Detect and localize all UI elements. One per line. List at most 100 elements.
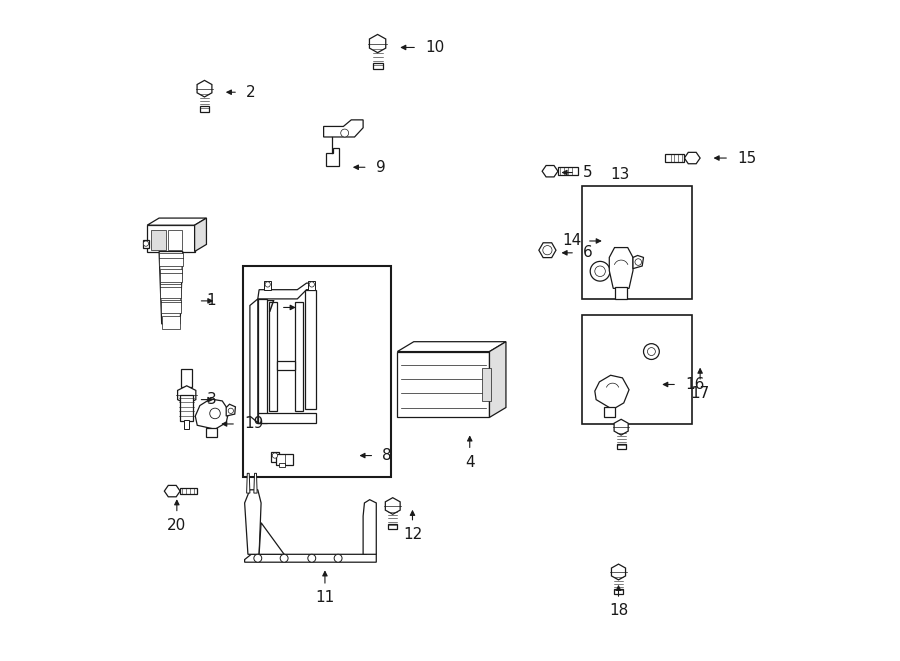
Circle shape [229,408,233,413]
Circle shape [273,453,277,458]
Polygon shape [177,386,196,405]
Text: 19: 19 [244,416,264,432]
Text: 16: 16 [685,377,705,392]
Bar [482,368,491,401]
Bar [279,463,285,467]
Circle shape [341,129,348,137]
Polygon shape [294,301,302,410]
Circle shape [309,282,314,287]
Text: 11: 11 [315,590,335,605]
Bar [167,231,182,251]
Polygon shape [324,120,363,137]
Circle shape [210,408,220,418]
Text: 18: 18 [609,603,628,619]
Circle shape [543,246,552,254]
Polygon shape [684,152,700,164]
Polygon shape [165,485,180,497]
Polygon shape [369,34,386,53]
Text: 10: 10 [425,40,445,55]
Polygon shape [397,342,506,352]
Polygon shape [277,361,294,370]
Bar [159,268,182,282]
Bar [148,225,194,252]
Bar [206,428,217,437]
Polygon shape [257,299,267,422]
Polygon shape [226,405,236,416]
Circle shape [308,555,316,563]
Polygon shape [247,473,250,493]
Polygon shape [490,342,506,417]
Polygon shape [271,451,279,462]
Circle shape [265,282,270,287]
Text: 9: 9 [375,160,385,175]
Polygon shape [257,283,315,299]
Bar [373,63,382,69]
Circle shape [280,555,288,563]
Bar [604,407,615,417]
Polygon shape [159,252,183,324]
Bar [162,316,180,329]
Text: 12: 12 [403,527,422,542]
Bar [182,369,192,387]
Text: 17: 17 [690,386,710,401]
Text: 4: 4 [465,455,474,470]
Polygon shape [309,281,315,290]
Bar [614,589,623,594]
Bar [159,253,183,266]
Polygon shape [614,419,628,435]
Polygon shape [250,299,257,422]
Circle shape [143,241,148,247]
Circle shape [647,348,655,356]
Polygon shape [269,301,277,410]
Polygon shape [265,281,271,290]
Bar [180,488,197,494]
Text: 3: 3 [206,392,216,407]
Text: 8: 8 [382,448,392,463]
Polygon shape [197,81,211,97]
Polygon shape [327,147,339,166]
Polygon shape [633,255,643,268]
Text: 7: 7 [266,300,275,315]
Polygon shape [259,523,284,555]
Bar [397,352,490,417]
Polygon shape [245,490,261,555]
Circle shape [254,555,262,563]
Bar [558,167,578,175]
Polygon shape [254,473,257,493]
Bar [388,524,397,529]
Bar [616,287,627,299]
Circle shape [635,258,642,265]
Polygon shape [609,248,633,288]
Polygon shape [194,218,206,252]
Polygon shape [542,165,558,177]
Polygon shape [363,500,376,555]
Bar [243,266,391,477]
Polygon shape [611,564,625,580]
Circle shape [590,261,610,281]
Polygon shape [148,218,206,225]
Bar [142,240,149,248]
Polygon shape [595,375,629,409]
Polygon shape [385,498,400,514]
Bar [581,186,692,299]
Text: 20: 20 [167,518,186,533]
Bar [180,395,194,421]
Text: 13: 13 [611,167,630,182]
Text: 15: 15 [737,151,756,165]
Bar [616,444,625,449]
Text: 5: 5 [583,165,592,180]
Text: 6: 6 [583,245,593,260]
Polygon shape [305,290,316,409]
Bar [581,315,692,424]
Bar [664,154,684,162]
Circle shape [644,344,660,360]
Circle shape [334,555,342,563]
Bar [151,231,166,251]
Bar [184,420,189,429]
Polygon shape [245,549,376,563]
Bar [276,454,292,465]
Text: 2: 2 [246,85,256,100]
Text: 14: 14 [562,233,581,249]
Bar [200,106,209,112]
Circle shape [595,266,606,276]
